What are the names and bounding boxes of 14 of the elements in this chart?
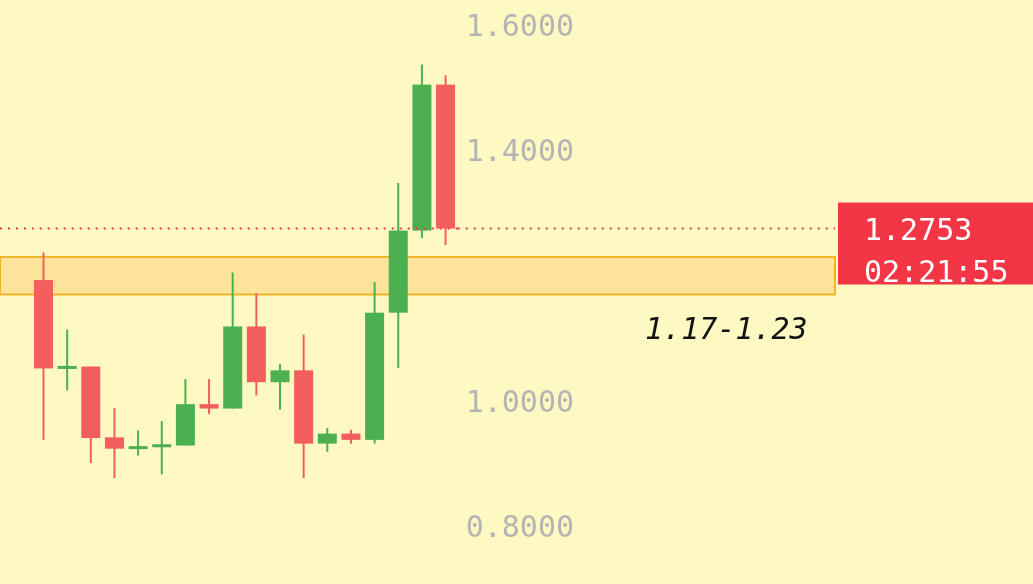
y-tick-label: 1.0000 [465,383,575,419]
y-tick-label: 0.8000 [465,509,575,544]
candlestick [317,426,337,453]
ref-line-label: 1.2753 [864,211,973,247]
text: 02:21:55 [864,253,1009,289]
candlestick [152,420,172,476]
candlestick [104,406,124,480]
y-tick-label: 1.6000 [465,7,575,43]
y-tick-label: 1.4000 [465,133,575,169]
candlestick [199,378,219,416]
candlestick [128,429,148,457]
band-label: 1.17-1.23 [645,310,808,346]
candlestick [270,363,290,411]
candlestick [57,328,77,392]
